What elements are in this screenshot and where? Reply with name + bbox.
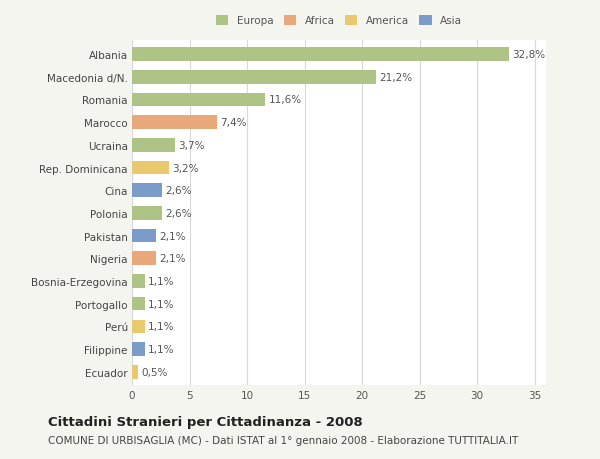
Text: Cittadini Stranieri per Cittadinanza - 2008: Cittadini Stranieri per Cittadinanza - 2…: [48, 415, 363, 428]
Bar: [132, 320, 145, 334]
Bar: [132, 365, 138, 379]
Bar: [132, 116, 217, 129]
Text: 3,7%: 3,7%: [178, 140, 205, 151]
Bar: [132, 274, 145, 288]
Text: 1,1%: 1,1%: [148, 322, 175, 332]
Bar: [132, 252, 156, 265]
Legend: Europa, Africa, America, Asia: Europa, Africa, America, Asia: [216, 16, 462, 26]
Text: 1,1%: 1,1%: [148, 276, 175, 286]
Text: 11,6%: 11,6%: [269, 95, 302, 105]
Text: 3,2%: 3,2%: [172, 163, 199, 173]
Bar: [132, 297, 145, 311]
Text: 7,4%: 7,4%: [221, 118, 247, 128]
Text: 1,1%: 1,1%: [148, 344, 175, 354]
Bar: [132, 162, 169, 175]
Bar: [132, 48, 509, 62]
Text: 32,8%: 32,8%: [512, 50, 546, 60]
Text: 1,1%: 1,1%: [148, 299, 175, 309]
Bar: [132, 139, 175, 152]
Bar: [132, 230, 156, 243]
Text: 2,1%: 2,1%: [160, 254, 186, 264]
Bar: [132, 71, 376, 84]
Bar: [132, 207, 162, 220]
Text: 0,5%: 0,5%: [141, 367, 167, 377]
Bar: [132, 93, 265, 107]
Text: 21,2%: 21,2%: [379, 73, 412, 83]
Text: 2,6%: 2,6%: [166, 208, 192, 218]
Bar: [132, 184, 162, 197]
Text: 2,1%: 2,1%: [160, 231, 186, 241]
Text: 2,6%: 2,6%: [166, 186, 192, 196]
Text: COMUNE DI URBISAGLIA (MC) - Dati ISTAT al 1° gennaio 2008 - Elaborazione TUTTITA: COMUNE DI URBISAGLIA (MC) - Dati ISTAT a…: [48, 435, 518, 445]
Bar: [132, 342, 145, 356]
